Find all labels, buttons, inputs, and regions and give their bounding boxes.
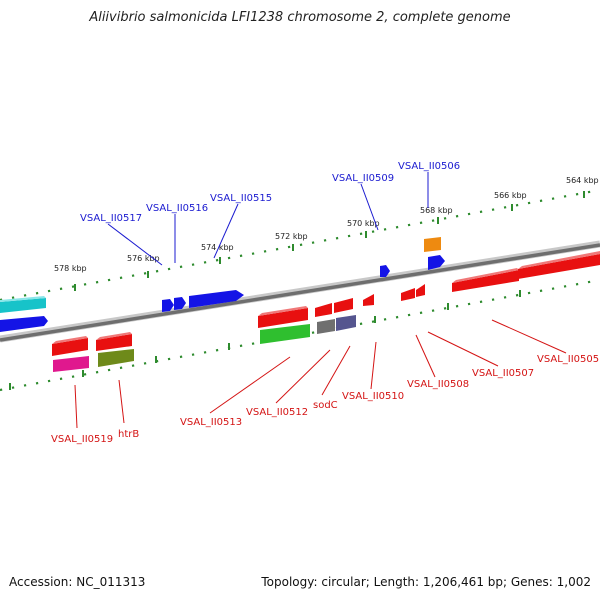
label-VSAL_II0517: VSAL_II0517	[80, 213, 142, 224]
label-htrB: htrB	[118, 429, 139, 440]
gene-red-II0508-b[interactable]	[416, 284, 425, 297]
label-sodC: sodC	[313, 400, 338, 411]
gene-magenta-II0519[interactable]	[53, 356, 89, 372]
label-VSAL_II0507: VSAL_II0507	[472, 368, 534, 379]
ruler-upper	[0, 188, 600, 302]
gene-blue-small-2[interactable]	[174, 297, 186, 310]
label-VSAL_II0508: VSAL_II0508	[407, 379, 469, 390]
gene-blue-II0506[interactable]	[428, 255, 445, 270]
map-title: Aliivibrio salmonicida LFI1238 chromosom…	[89, 10, 511, 25]
gene-red-II0508-a[interactable]	[401, 288, 415, 301]
accession-text: Accession: NC_011313	[9, 575, 146, 589]
tick-label-564: 564 kbp	[566, 176, 599, 185]
gene-red-II0507[interactable]	[452, 268, 519, 292]
label-VSAL_II0515: VSAL_II0515	[210, 193, 272, 204]
reverse-leaders	[74, 319, 567, 429]
label-VSAL_II0516: VSAL_II0516	[146, 203, 208, 214]
tick-label-566: 566 kbp	[494, 191, 527, 200]
topology-summary: Topology: circular; Length: 1,206,461 bp…	[261, 575, 591, 589]
gene-slate-sodC[interactable]	[336, 315, 356, 331]
gene-red-htrB[interactable]	[96, 332, 132, 351]
gene-green-II0513[interactable]	[260, 324, 310, 344]
tick-label-578: 578 kbp	[54, 264, 87, 273]
tick-label-570: 570 kbp	[347, 219, 380, 228]
gene-red-II0505[interactable]	[518, 251, 600, 279]
label-VSAL_II0519: VSAL_II0519	[51, 434, 113, 445]
gene-red-II0519[interactable]	[52, 336, 88, 356]
label-VSAL_II0510: VSAL_II0510	[342, 391, 404, 402]
gene-red-II0510[interactable]	[363, 294, 374, 306]
ruler-major-ticks	[9, 191, 585, 390]
gene-orange-II0506[interactable]	[424, 237, 441, 252]
label-VSAL_II0509: VSAL_II0509	[332, 173, 394, 184]
label-VSAL_II0513: VSAL_II0513	[180, 417, 242, 428]
label-VSAL_II0505: VSAL_II0505	[537, 354, 599, 365]
label-VSAL_II0506: VSAL_II0506	[398, 161, 460, 172]
gene-blue-II0509[interactable]	[380, 265, 390, 277]
gene-red-II0512[interactable]	[315, 303, 332, 317]
tick-label-572: 572 kbp	[275, 232, 308, 241]
gene-red-sodC[interactable]	[334, 298, 353, 313]
forward-leaders	[107, 172, 429, 266]
gene-gray-II0512[interactable]	[317, 319, 335, 334]
gene-olive-htrB[interactable]	[98, 349, 134, 367]
tick-label-574: 574 kbp	[201, 243, 234, 252]
chromosome-backbone-shade	[0, 243, 600, 342]
gene-blue-small-1[interactable]	[162, 299, 174, 312]
tick-label-568: 568 kbp	[420, 206, 453, 215]
gene-cyan-forward[interactable]	[0, 296, 46, 313]
gene-red-II0513[interactable]	[258, 306, 308, 328]
tick-label-576: 576 kbp	[127, 254, 160, 263]
gene-blue-forward-left[interactable]	[0, 316, 48, 332]
label-VSAL_II0512: VSAL_II0512	[246, 407, 308, 418]
gene-blue-II0515[interactable]	[189, 290, 244, 308]
